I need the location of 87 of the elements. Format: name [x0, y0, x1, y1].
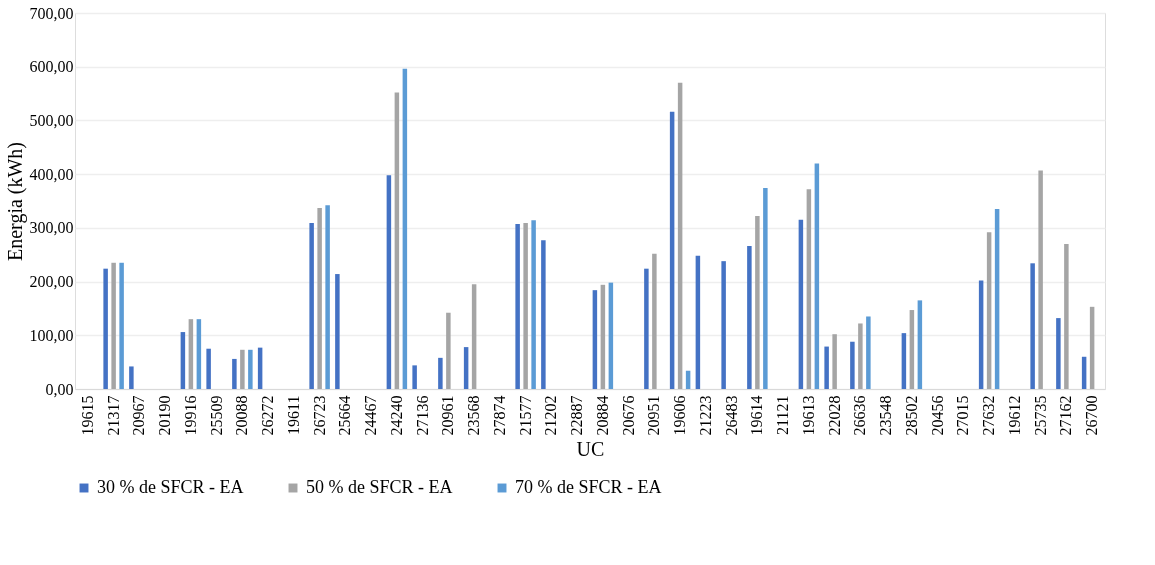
x-tick-label: 26483 [722, 395, 740, 436]
x-tick-label: 28502 [902, 395, 920, 436]
bar [755, 216, 760, 389]
legend-label: 50 % de SFCR - EA [306, 477, 453, 497]
y-tick-label: 600,00 [29, 58, 74, 76]
bar [824, 346, 829, 389]
x-tick-label: 20456 [928, 395, 946, 436]
bar [232, 358, 237, 389]
legend-label: 30 % de SFCR - EA [97, 477, 244, 497]
x-tick-label: 27162 [1057, 395, 1075, 436]
x-tick-label: 21121 [774, 395, 792, 435]
x-tick-label: 26723 [310, 395, 328, 436]
bar [446, 312, 451, 389]
x-tick-label: 20951 [645, 395, 663, 436]
x-tick-label: 21577 [516, 395, 534, 436]
x-tick-label: 27136 [413, 395, 431, 436]
x-tick-label: 25735 [1031, 395, 1049, 436]
y-tick-label: 300,00 [29, 219, 74, 237]
bar [119, 262, 124, 389]
bar [541, 240, 546, 389]
bar [325, 205, 330, 389]
bar [747, 246, 752, 389]
bar [866, 316, 871, 389]
bar [515, 224, 520, 389]
x-tick-label: 19615 [78, 395, 96, 436]
x-tick-label: 27015 [954, 395, 972, 436]
x-tick-label: 20088 [233, 395, 251, 436]
x-tick-label: 26700 [1083, 395, 1101, 436]
bar [858, 323, 863, 389]
bar [1064, 243, 1069, 389]
bar [103, 268, 108, 389]
bar [832, 334, 837, 389]
bar [1030, 263, 1035, 389]
bar [335, 274, 340, 389]
x-tick-label: 19916 [181, 395, 199, 436]
bar [531, 220, 536, 389]
x-tick-label: 20676 [619, 395, 637, 436]
y-tick-label: 500,00 [29, 111, 74, 129]
x-tick-label: 27874 [490, 395, 508, 436]
y-tick-label: 100,00 [29, 326, 74, 344]
x-tick-label: 25509 [207, 395, 225, 436]
bar [763, 188, 768, 389]
bar [438, 357, 443, 389]
x-tick-label: 19612 [1005, 395, 1023, 436]
x-tick-label: 19606 [671, 395, 689, 436]
bar [111, 262, 116, 389]
y-tick-label: 400,00 [29, 165, 74, 183]
x-tick-label: 24240 [387, 395, 405, 436]
bar [240, 349, 245, 389]
x-tick-label: 20884 [593, 395, 611, 436]
x-tick-label: 19611 [284, 395, 302, 435]
bar [248, 349, 253, 389]
x-axis-title: UC [576, 437, 605, 460]
x-tick-label: 20967 [130, 395, 148, 436]
y-tick-label: 700,00 [29, 4, 74, 22]
bar [850, 341, 855, 389]
x-tick-label: 22028 [825, 395, 843, 436]
x-tick-label: 19613 [799, 395, 817, 436]
x-tick-label: 21223 [696, 395, 714, 436]
x-tick-label: 26272 [259, 395, 277, 436]
bar [309, 223, 314, 389]
bar [412, 365, 417, 389]
x-tick-label: 19614 [748, 395, 766, 436]
bar [652, 253, 657, 389]
x-tick-label: 20961 [439, 395, 457, 436]
bar [1038, 170, 1043, 389]
y-tick-label: 200,00 [29, 273, 74, 291]
bar [1056, 318, 1061, 389]
bar [644, 268, 649, 389]
bar [721, 261, 726, 389]
x-tick-label: 27632 [980, 395, 998, 436]
y-tick-label: 0,00 [45, 380, 74, 398]
bar [523, 223, 528, 389]
x-tick-label: 22887 [568, 395, 586, 436]
y-axis-title: Energia (kWh) [3, 141, 27, 262]
bar [129, 366, 134, 389]
x-tick-label: 20190 [156, 395, 174, 436]
x-tick-label: 21202 [542, 395, 560, 436]
bar [206, 348, 211, 389]
x-tick-label: 21317 [104, 395, 122, 436]
bar [317, 207, 322, 389]
x-tick-label: 23548 [877, 395, 895, 436]
x-tick-label: 26636 [851, 395, 869, 436]
x-tick-label: 24467 [362, 395, 380, 436]
x-tick-label: 25664 [336, 395, 354, 436]
x-tick-label: 23568 [465, 395, 483, 436]
legend-label: 70 % de SFCR - EA [515, 477, 662, 497]
